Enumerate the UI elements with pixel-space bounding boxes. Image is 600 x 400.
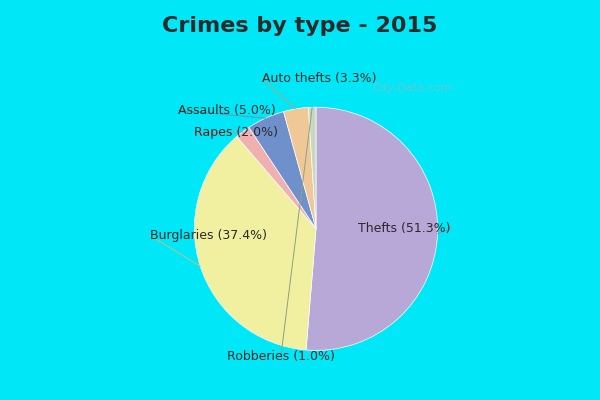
Wedge shape [308, 107, 316, 229]
Wedge shape [237, 127, 316, 229]
Text: Robberies (1.0%): Robberies (1.0%) [227, 350, 335, 363]
Wedge shape [284, 108, 316, 229]
Wedge shape [194, 136, 316, 350]
Text: City-Data.com: City-Data.com [372, 83, 452, 93]
Text: Crimes by type - 2015: Crimes by type - 2015 [163, 16, 437, 36]
Text: Rapes (2.0%): Rapes (2.0%) [194, 126, 278, 139]
Wedge shape [249, 112, 316, 229]
Text: Thefts (51.3%): Thefts (51.3%) [358, 222, 451, 235]
Wedge shape [306, 107, 437, 350]
Text: Burglaries (37.4%): Burglaries (37.4%) [149, 229, 266, 242]
Text: Auto thefts (3.3%): Auto thefts (3.3%) [262, 72, 376, 85]
Text: Assaults (5.0%): Assaults (5.0%) [178, 104, 276, 117]
